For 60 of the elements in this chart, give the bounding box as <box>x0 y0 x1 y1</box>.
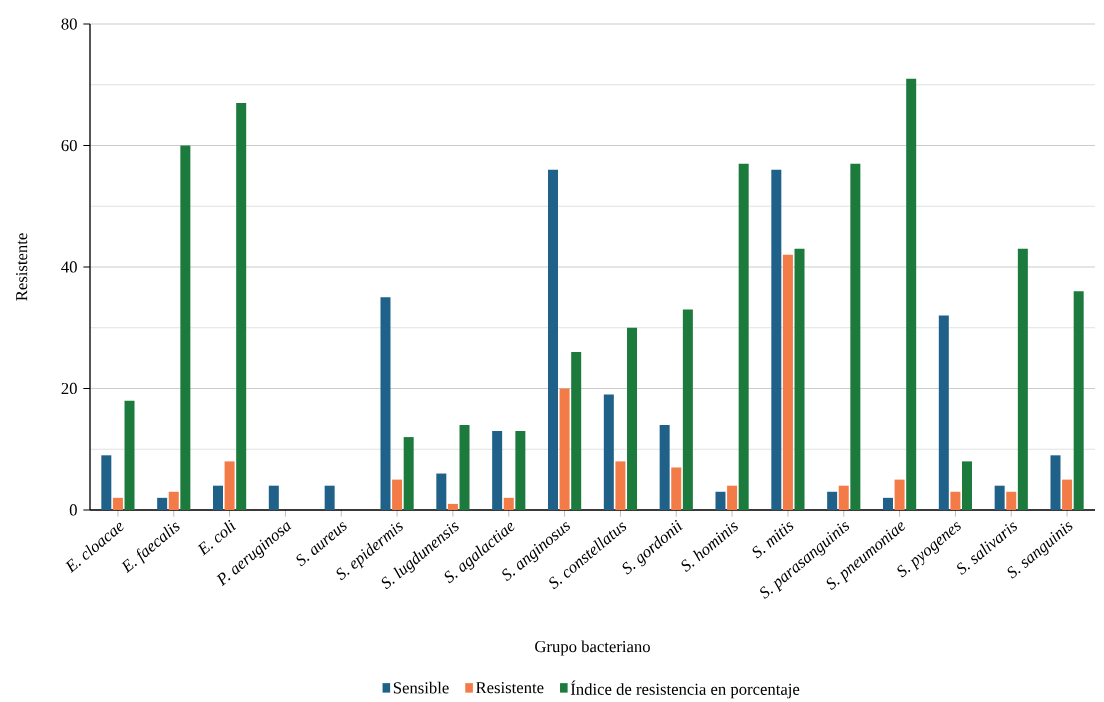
bar <box>615 461 626 510</box>
bar <box>1006 491 1017 510</box>
bar <box>894 479 905 510</box>
bar <box>906 78 917 510</box>
bar <box>124 400 135 510</box>
bar <box>603 394 614 510</box>
bar <box>1062 479 1073 510</box>
bar <box>782 254 793 510</box>
y-tick-label: 20 <box>61 382 77 395</box>
bar <box>236 102 247 510</box>
bar <box>727 485 738 510</box>
bar <box>1017 248 1028 510</box>
bar <box>671 467 682 510</box>
bar <box>938 315 949 510</box>
bar <box>794 248 805 510</box>
bar <box>850 163 861 510</box>
bar <box>515 431 526 510</box>
y-axis-title: Resistente <box>16 233 28 301</box>
bar <box>882 497 893 510</box>
bar <box>101 455 112 510</box>
x-axis-title: Grupo bacteriano <box>535 640 650 656</box>
bar <box>771 169 782 510</box>
bar <box>559 388 570 510</box>
legend-label: Sensible <box>393 681 449 694</box>
bar <box>962 461 973 510</box>
bar <box>715 491 726 510</box>
y-tick-label: 80 <box>61 18 77 30</box>
bar <box>403 437 414 510</box>
bar <box>1050 455 1061 510</box>
bar <box>112 497 123 510</box>
bar <box>738 163 749 510</box>
y-tick-label: 60 <box>61 139 77 152</box>
bar <box>547 169 558 510</box>
y-tick-label: 40 <box>61 261 77 273</box>
y-tick-label: 0 <box>69 504 77 516</box>
bar <box>492 431 503 510</box>
bar <box>827 491 838 510</box>
bar <box>994 485 1005 510</box>
bar <box>380 297 391 510</box>
bar <box>168 491 179 510</box>
bar <box>659 424 670 510</box>
bar <box>503 497 514 510</box>
bar <box>157 497 168 510</box>
bar <box>682 309 693 510</box>
bar <box>324 485 335 510</box>
legend-label: Resistente <box>476 682 544 694</box>
bar <box>459 424 470 510</box>
bar <box>838 485 849 510</box>
bar <box>212 485 223 510</box>
bar <box>180 145 191 510</box>
bar <box>447 503 458 510</box>
bar <box>224 461 235 510</box>
bar <box>268 485 279 510</box>
bar <box>950 491 961 510</box>
bar <box>571 352 582 510</box>
bar <box>1073 291 1084 510</box>
bar <box>627 327 638 510</box>
bar <box>436 473 447 510</box>
legend-label: Índice de resistencia en porcentaje <box>570 680 800 699</box>
bar <box>392 479 403 510</box>
